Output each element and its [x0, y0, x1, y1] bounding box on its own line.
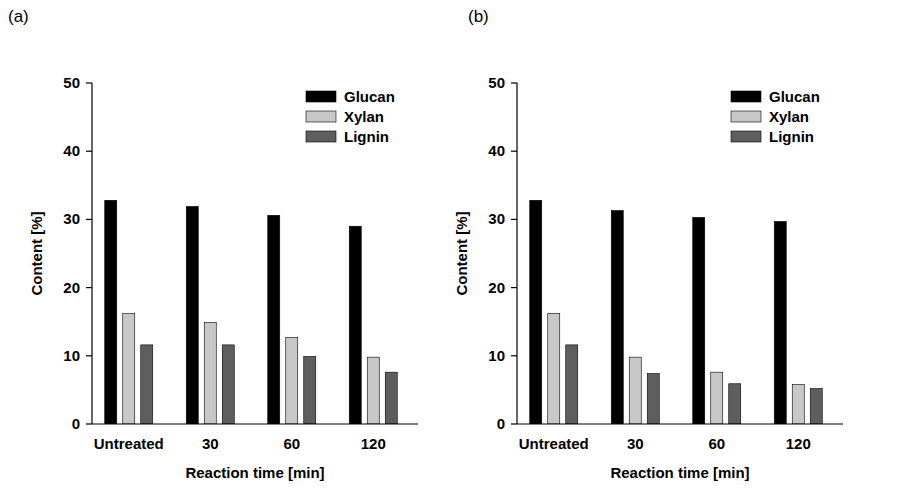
bars: [530, 200, 823, 424]
bar: [693, 217, 705, 424]
legend-label: Lignin: [769, 128, 814, 145]
bar: [286, 337, 298, 424]
legend-swatch: [731, 111, 761, 122]
bar: [222, 345, 234, 424]
bar: [105, 200, 117, 424]
bar: [349, 226, 361, 424]
bar: [774, 221, 786, 424]
y-tick: [86, 151, 92, 152]
bar: [530, 200, 542, 424]
legend-label: Glucan: [344, 88, 395, 105]
y-tick-label: 30: [488, 210, 505, 227]
x-tick-label: 120: [786, 435, 811, 452]
figure: (a) 0 10 20 30 40 50 Untreated 30 60 120 Reaction t…: [0, 0, 924, 491]
bar: [729, 384, 741, 424]
y-axis: [516, 83, 517, 424]
x-axis: [517, 423, 843, 424]
x-tick-label: 30: [202, 435, 219, 452]
bar: [548, 314, 560, 424]
y-tick: [511, 82, 517, 83]
legend: Glucan Xylan Lignin: [731, 88, 820, 145]
x-tick-label: 120: [361, 435, 386, 452]
x-tick-label: Untreated: [519, 435, 589, 452]
y-tick-label: 0: [72, 415, 80, 432]
bars: [105, 200, 398, 424]
bar: [367, 357, 379, 424]
y-tick-label: 20: [488, 279, 505, 296]
y-tick: [511, 219, 517, 220]
bar: [647, 374, 659, 424]
y-tick: [511, 355, 517, 356]
bar: [792, 384, 804, 424]
bar: [629, 357, 641, 424]
legend-label: Xylan: [769, 108, 809, 125]
chart-panel: (a) 0 10 20 30 40 50 Untreated 30 60 120 Reaction t…: [8, 7, 418, 481]
x-tick-label: 60: [708, 435, 725, 452]
y-tick-label: 10: [488, 347, 505, 364]
x-axis-title: Reaction time [min]: [610, 464, 749, 481]
panel-label: (b): [468, 7, 489, 26]
legend-swatch: [731, 131, 761, 142]
y-axis-title: Content [%]: [28, 211, 45, 295]
y-tick-label: 40: [488, 142, 505, 159]
y-tick: [86, 423, 92, 424]
y-tick-label: 50: [63, 74, 80, 91]
y-tick: [86, 82, 92, 83]
y-tick: [511, 287, 517, 288]
x-axis: [92, 423, 418, 424]
bar: [123, 314, 135, 424]
bar: [204, 322, 216, 424]
bar: [566, 345, 578, 424]
bar: [711, 372, 723, 424]
bar: [611, 211, 623, 424]
y-tick: [511, 151, 517, 152]
panel-label: (a): [8, 7, 29, 26]
y-tick-label: 20: [63, 279, 80, 296]
chart-panel: (b) 0 10 20 30 40 50 Untreated 30 60 120 Reaction t…: [453, 7, 843, 481]
bar: [268, 215, 280, 424]
x-tick-label: 30: [627, 435, 644, 452]
y-tick-label: 40: [63, 142, 80, 159]
y-tick-label: 0: [497, 415, 505, 432]
x-axis-title: Reaction time [min]: [185, 464, 324, 481]
y-tick-label: 50: [488, 74, 505, 91]
y-tick-label: 30: [63, 210, 80, 227]
y-tick: [511, 423, 517, 424]
bar: [141, 345, 153, 424]
y-axis: [91, 83, 92, 424]
legend-swatch: [306, 131, 336, 142]
legend-swatch: [306, 111, 336, 122]
legend: Glucan Xylan Lignin: [306, 88, 395, 145]
y-axis-title: Content [%]: [453, 211, 470, 295]
x-tick-label: Untreated: [94, 435, 164, 452]
y-tick-label: 10: [63, 347, 80, 364]
legend-label: Xylan: [344, 108, 384, 125]
legend-label: Lignin: [344, 128, 389, 145]
legend-swatch: [306, 91, 336, 102]
bar: [385, 372, 397, 424]
y-tick: [86, 287, 92, 288]
x-tick-label: 60: [283, 435, 300, 452]
y-tick: [86, 355, 92, 356]
bar: [304, 356, 316, 424]
bar: [186, 206, 198, 424]
legend-label: Glucan: [769, 88, 820, 105]
bar: [810, 389, 822, 424]
legend-swatch: [731, 91, 761, 102]
y-tick: [86, 219, 92, 220]
